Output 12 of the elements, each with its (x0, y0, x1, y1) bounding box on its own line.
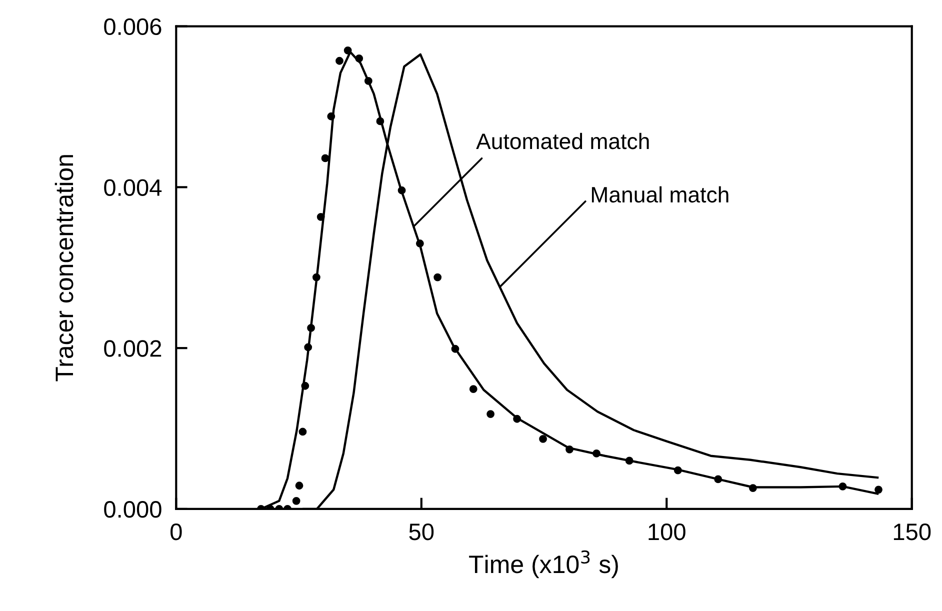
y-tick-label: 0.004 (104, 179, 162, 196)
y-axis-title: Tracer concentration (54, 155, 74, 382)
x-tick-label: 150 (894, 523, 931, 540)
annotation: Automated match (476, 132, 649, 150)
x-axis-title: Time (x10$^{3}$ s) (469, 550, 618, 578)
x-tick-label: 100 (648, 523, 686, 540)
x-tick-label: 0 (170, 523, 182, 540)
annotation: Manual match (592, 186, 728, 203)
y-tick-label: 0.000 (104, 501, 162, 518)
y-tick-label: 0.006 (104, 18, 162, 36)
x-tick-label: 50 (409, 523, 434, 540)
y-tick-label: 0.002 (104, 340, 162, 357)
